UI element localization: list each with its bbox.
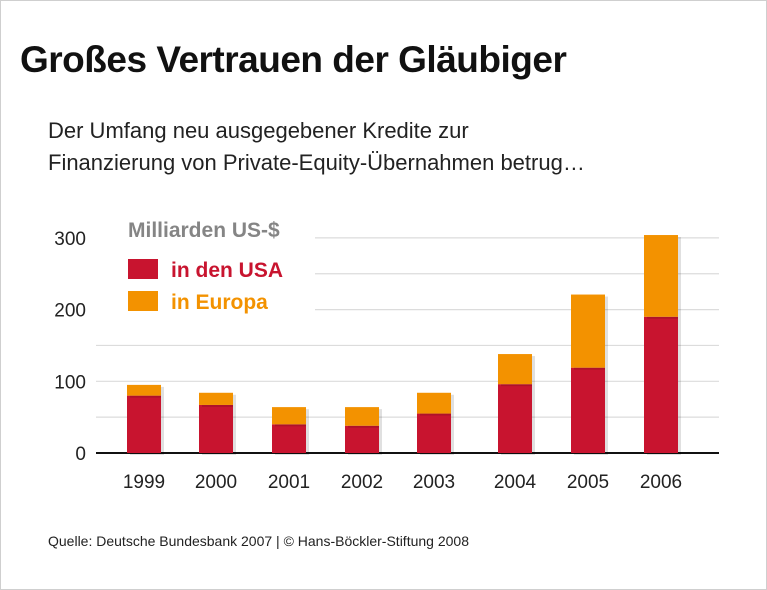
bar-usa-2000 [199,404,233,453]
subtitle-line: Der Umfang neu ausgegebener Kredite zur [48,118,469,143]
bar-europe-2005 [571,294,605,368]
x-tick-label: 2000 [195,472,237,493]
bar-europe-2001 [272,407,306,425]
bar-europe-1999 [127,384,161,396]
y-tick-label: 100 [54,372,86,393]
subtitle-line: Finanzierung von Private-Equity-Übernahm… [48,150,585,175]
bar-europe-2003 [417,392,451,414]
y-tick-label: 300 [54,229,86,250]
bar-europe-2004 [498,354,532,385]
x-tick-label: 2001 [268,472,310,493]
y-tick-label: 200 [54,301,86,322]
x-tick-label: 2004 [494,472,537,493]
legend-swatch-europe [128,291,158,311]
bar-usa-2004 [498,384,532,453]
bar-europe-2000 [199,392,233,405]
x-tick-label: 1999 [123,472,165,493]
x-tick-label: 2005 [567,472,609,493]
legend-label-europe: in Europa [171,291,268,314]
x-tick-label: 2003 [413,472,455,493]
bar-usa-2005 [571,367,605,453]
bar-usa-2006 [644,316,678,453]
x-tick-label: 2006 [640,472,682,493]
bar-europe-2006 [644,235,678,317]
chart-title: Großes Vertrauen der Gläubiger [20,39,567,80]
bar-usa-2001 [272,424,306,453]
legend-label-usa: in den USA [171,259,283,282]
y-tick-label: 0 [75,444,86,465]
unit-label: Milliarden US-$ [128,219,280,242]
legend: Milliarden US-$ in den USA in Europa [93,219,315,321]
bar-usa-1999 [127,395,161,453]
bar-usa-2003 [417,413,451,453]
legend-swatch-usa [128,259,158,279]
x-tick-label: 2002 [341,472,383,493]
source-note: Quelle: Deutsche Bundesbank 2007 | © Han… [48,533,469,549]
bar-usa-2002 [345,425,379,453]
chart-subtitle: Der Umfang neu ausgegebener Kredite zur … [48,115,585,179]
bar-europe-2002 [345,407,379,426]
